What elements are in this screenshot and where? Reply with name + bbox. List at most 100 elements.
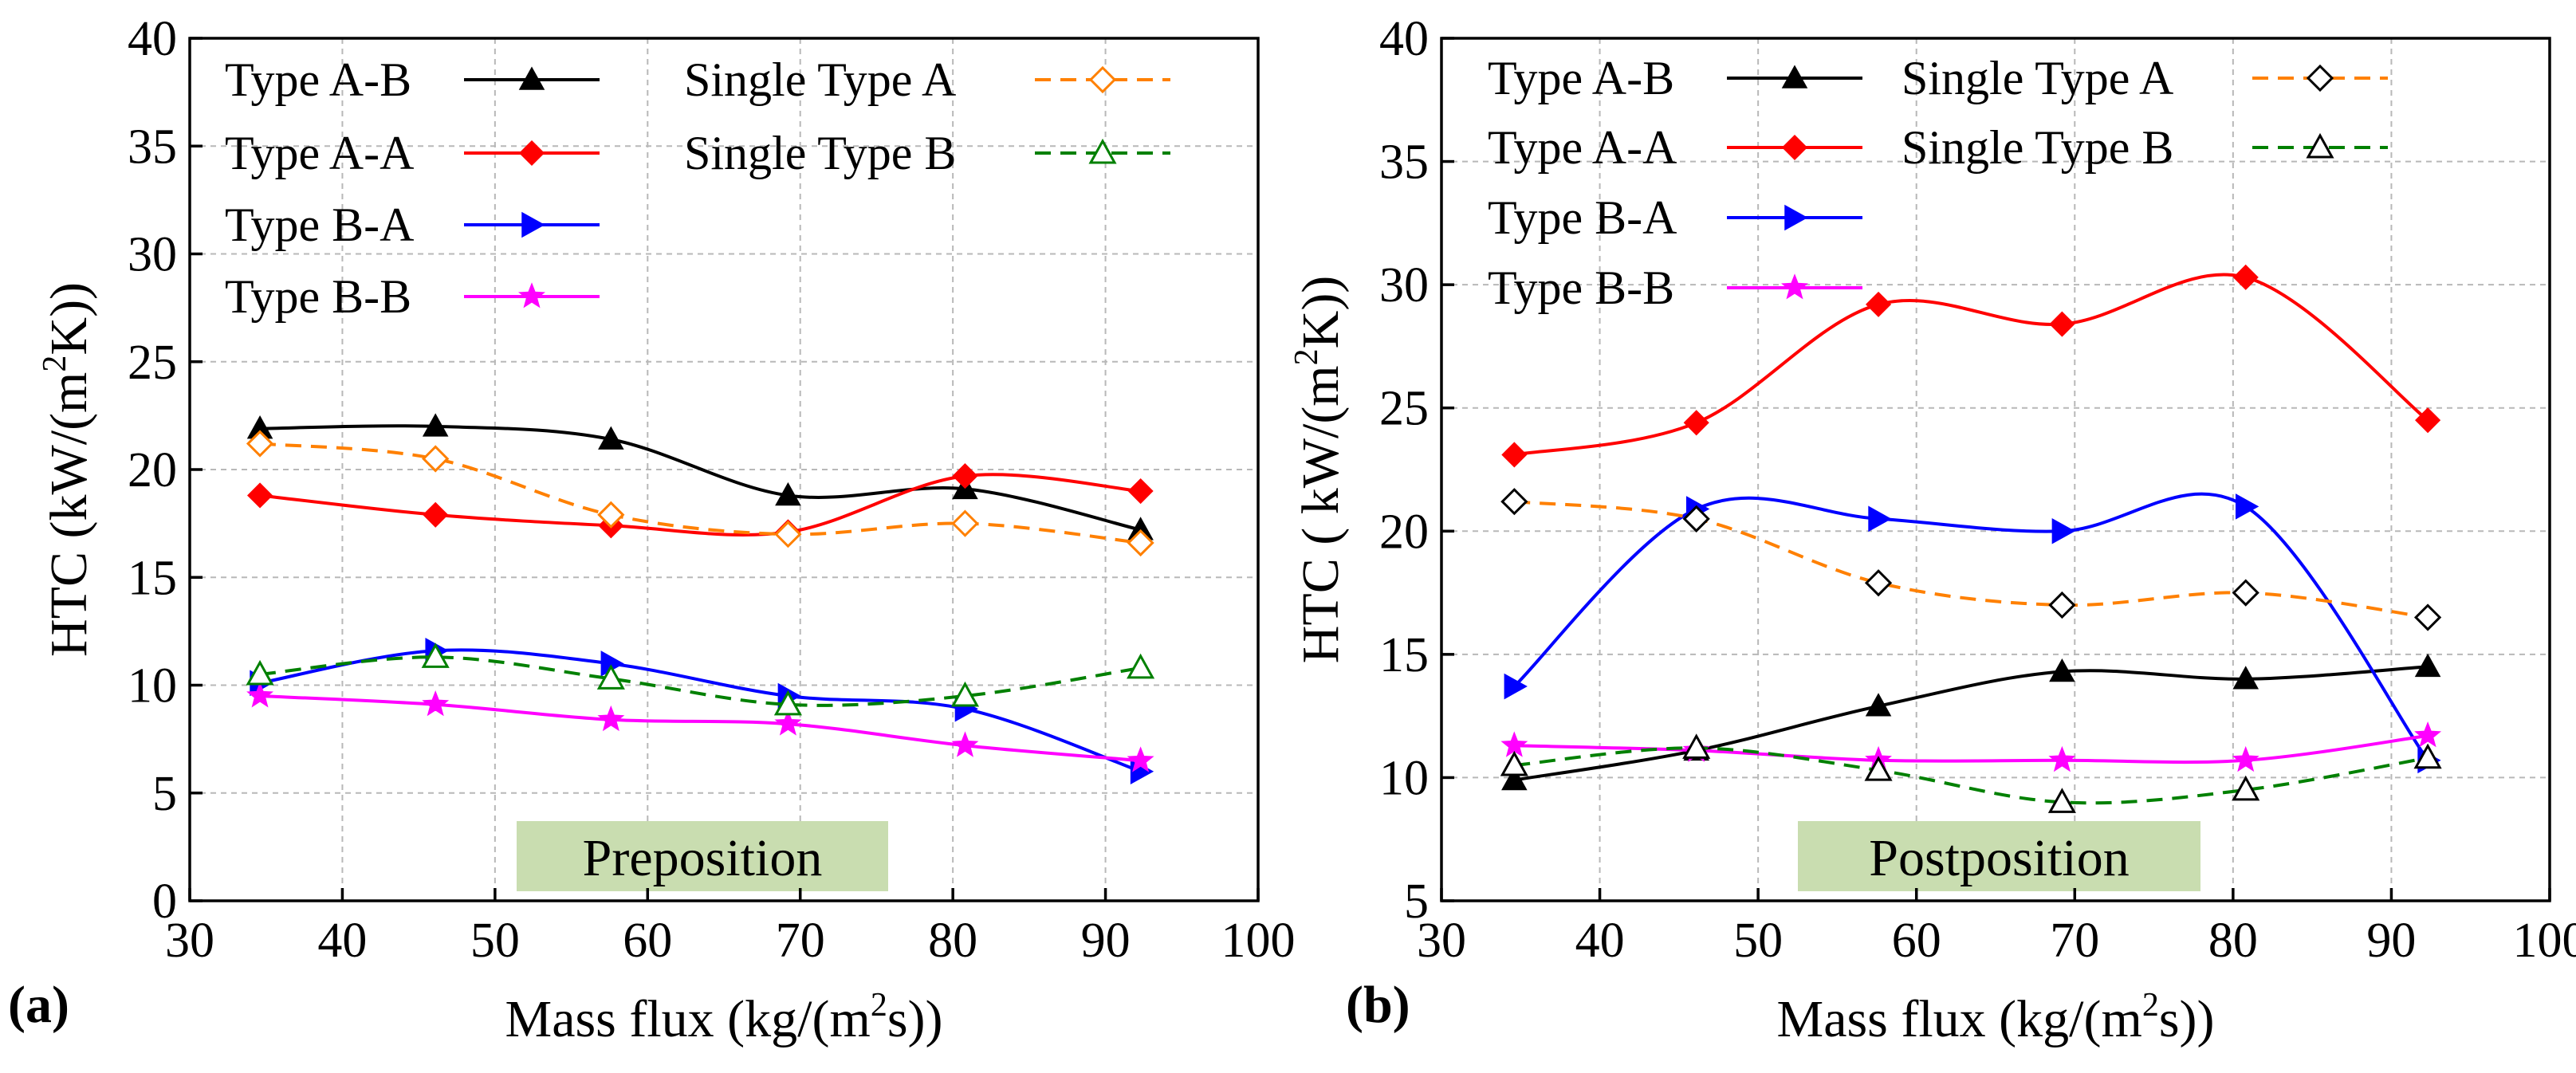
- y-tick-label: 40: [1379, 12, 1429, 66]
- x-axis-label-sup: 2: [2142, 987, 2159, 1024]
- x-tick-label: 80: [928, 914, 977, 968]
- x-axis-label-sup: 2: [871, 987, 887, 1024]
- data-point-type-a-a: [2232, 264, 2259, 290]
- data-point-type-a-b: [2232, 666, 2259, 690]
- data-point-single-type-a: [597, 501, 625, 529]
- x-tick-label: 40: [1575, 914, 1625, 968]
- x-tick-label: 60: [623, 914, 672, 968]
- gridlines: [1441, 38, 2550, 901]
- y-tick-label: 10: [128, 659, 177, 713]
- legend: Type A-B Type A-A Type B-A Type B-B Single T…: [1488, 52, 2388, 314]
- title-box: [1798, 821, 2200, 891]
- y-tick-label: 5: [152, 767, 177, 821]
- data-point-single-type-b: [2232, 775, 2260, 801]
- legend-marker: [1781, 65, 1808, 88]
- y-tick-label: 10: [1379, 751, 1429, 805]
- data-point-single-type-a: [774, 521, 802, 548]
- legend-marker: [521, 211, 545, 238]
- x-tick-label: 30: [165, 914, 214, 968]
- data-point-single-type-b: [1864, 756, 1893, 781]
- y-axis-label-sup: 2: [37, 356, 73, 372]
- y-axis-label-end: K)): [40, 282, 98, 356]
- series-type-a-b: [1501, 653, 2441, 791]
- data-point-single-type-a: [951, 509, 979, 537]
- legend-item-type-a-a: Type A-A: [1488, 121, 1862, 174]
- legend-label: Single Type A: [1902, 52, 2173, 104]
- data-point-type-a-a: [2415, 407, 2441, 434]
- data-point-type-b-b: [246, 682, 273, 708]
- plot-frame: [1440, 37, 2551, 902]
- data-point-type-b-b: [2048, 745, 2076, 772]
- x-axis-label-main: Mass flux (kg/(m: [1777, 990, 2142, 1048]
- data-point-single-type-a: [2413, 603, 2442, 631]
- data-point-type-b-b: [422, 690, 450, 717]
- data-point-type-a-a: [1501, 442, 1528, 468]
- panel-label: (b): [1346, 976, 1410, 1034]
- legend-marker: [1784, 204, 1808, 231]
- series-type-a-b: [246, 413, 1154, 540]
- data-point-single-type-a: [2232, 579, 2259, 607]
- data-point-type-b-b: [2232, 745, 2259, 772]
- y-tick-label: 25: [1379, 382, 1429, 436]
- legend-item-single-type-b: Single Type B: [1902, 121, 2388, 174]
- series-line-single-type-a: [259, 442, 1141, 544]
- x-tick-label: 50: [1733, 914, 1783, 968]
- x-tick-label: 40: [317, 914, 367, 968]
- series-single-type-b: [246, 643, 1155, 716]
- legend-marker: [518, 66, 545, 90]
- series-line-type-a-b: [260, 424, 1142, 532]
- data-point-type-a-a: [423, 501, 449, 528]
- legend-label: Type A-A: [225, 127, 414, 179]
- y-axis-label-end: K)): [1292, 276, 1350, 349]
- legend-item-single-type-a: Single Type A: [684, 53, 1170, 106]
- data-point-single-type-a: [422, 445, 450, 473]
- data-point-single-type-b: [1500, 750, 1528, 776]
- data-point-single-type-b: [421, 643, 450, 668]
- y-tick-label: 0: [152, 875, 177, 929]
- legend-item-type-a-b: Type A-B: [1488, 52, 1862, 104]
- data-point-type-a-b: [598, 426, 624, 450]
- series-line-type-b-a: [259, 648, 1142, 773]
- data-point-type-b-b: [774, 709, 802, 736]
- x-tick-label: 90: [1081, 914, 1131, 968]
- data-point-single-type-b: [1682, 733, 1711, 759]
- y-axis-label-main: HTC ( kW/(m: [1292, 365, 1350, 663]
- legend-marker: [1088, 138, 1117, 164]
- legend-marker: [518, 140, 545, 167]
- legend-label: Single Type A: [684, 53, 956, 106]
- data-point-type-a-b: [422, 413, 449, 437]
- ticks: 30 40 50 60 70 80 90 100 5 10 15 20 25 30 35 40: [1379, 12, 2576, 968]
- data-point-type-b-b: [951, 731, 979, 757]
- x-tick-label: 100: [2513, 914, 2576, 968]
- data-point-type-a-b: [2414, 653, 2441, 678]
- legend-label: Type B-B: [225, 270, 411, 323]
- legend-marker: [1781, 273, 1808, 300]
- legend-label: Type B-A: [225, 198, 414, 251]
- data-point-single-type-a: [1127, 529, 1154, 557]
- x-tick-label: 90: [2366, 914, 2416, 968]
- series-type-b-a: [250, 637, 1154, 784]
- y-tick-label: 35: [128, 120, 177, 174]
- y-tick-label: 30: [128, 228, 177, 282]
- legend-label: Type B-A: [1488, 191, 1677, 244]
- data-point-single-type-b: [950, 681, 980, 707]
- data-point-type-b-b: [2414, 721, 2442, 748]
- y-tick-label: 15: [128, 551, 177, 605]
- data-point-type-a-a: [1127, 478, 1154, 505]
- y-tick-label: 25: [128, 336, 177, 390]
- y-axis-label: HTC (kW/(m2K)): [37, 282, 98, 657]
- legend-label: Type A-A: [1488, 121, 1677, 174]
- legend-item-type-b-a: Type B-A: [1488, 191, 1862, 244]
- x-tick-label: 80: [2208, 914, 2258, 968]
- data-point-type-a-a: [1683, 410, 1709, 436]
- data-point-type-b-b: [1127, 746, 1154, 772]
- y-axis-label: HTC ( kW/(m2K)): [1288, 276, 1350, 664]
- data-point-type-a-b: [1501, 766, 1528, 791]
- series-line-type-b-a: [1512, 492, 2429, 761]
- x-axis-label: Mass flux (kg/(m2s)): [505, 987, 943, 1048]
- y-tick-label: 5: [1404, 875, 1429, 929]
- data-point-type-a-a: [2049, 311, 2075, 337]
- series-line-type-a-b: [1514, 665, 2429, 782]
